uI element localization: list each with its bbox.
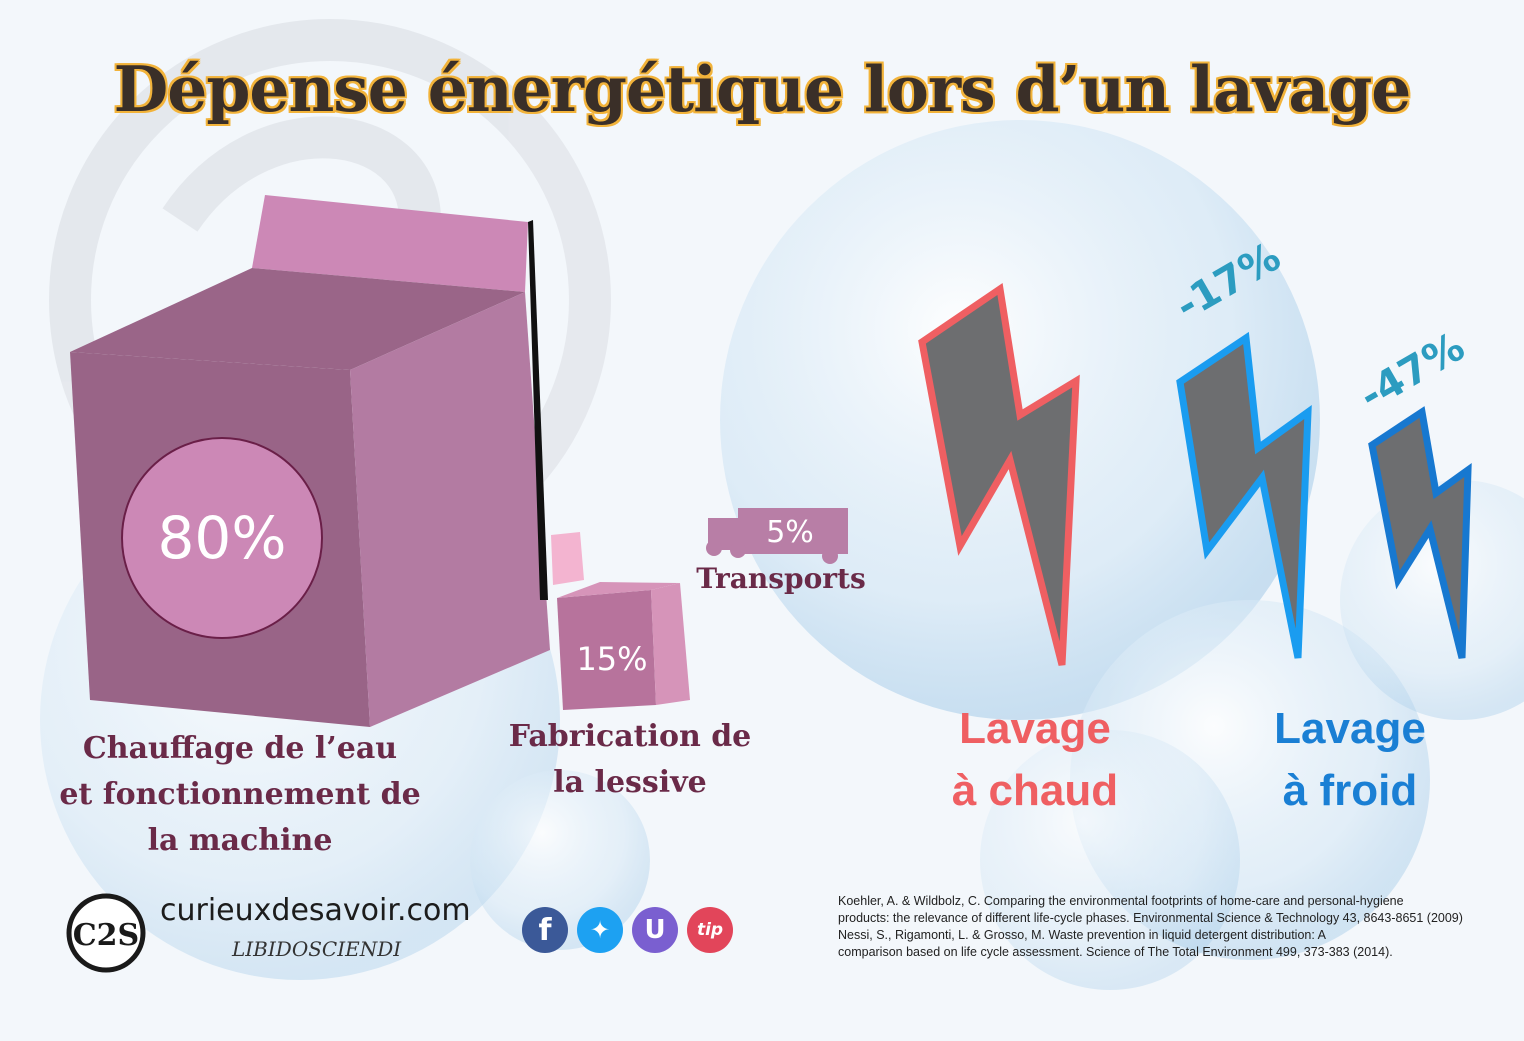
reference-line: comparison based on life cycle assessmen…: [838, 945, 1393, 959]
page-title: Dépense énergétique lors d’un lavage: [113, 52, 1412, 126]
c2s-logo: C2S: [66, 893, 146, 973]
site-tagline: LIBIDOSCIENDI: [232, 937, 402, 961]
twitter-icon[interactable]: ✦: [577, 907, 623, 953]
tipeee-icon[interactable]: tip: [687, 907, 733, 953]
lightning-cold-47-icon: [1368, 406, 1472, 659]
heating-percent: 80%: [157, 504, 287, 572]
transport-percent: 5%: [766, 515, 814, 550]
lightning-hot-icon: [918, 283, 1080, 666]
transport-caption: Transports: [696, 562, 866, 595]
heating-box: [70, 195, 550, 727]
logo-letters: C2S: [73, 918, 139, 953]
reference-line: products: the relevance of different lif…: [838, 911, 1463, 925]
detergent-caption: Fabrication de la lessive: [508, 719, 752, 800]
hot-wash-label: Lavage à chaud: [951, 704, 1119, 815]
references: Koehler, A. & Wildbolz, C. Comparing the…: [838, 893, 1518, 961]
cold-wash-label: Lavage à froid: [1274, 704, 1426, 815]
facebook-icon[interactable]: f: [522, 907, 568, 953]
reference-line: Koehler, A. & Wildbolz, C. Comparing the…: [838, 894, 1404, 908]
site-name[interactable]: curieuxdesavoir.com: [160, 893, 471, 928]
heating-caption: Chauffage de l’eau et fonctionnement de …: [59, 731, 421, 858]
transport-trucks: [706, 508, 848, 564]
heating-percent-disc: [121, 437, 323, 639]
lightning-cold-17-icon: [1176, 331, 1312, 659]
utip-icon[interactable]: U: [632, 907, 678, 953]
detergent-box: [551, 532, 690, 710]
reference-line: Nessi, S., Rigamonti, L. & Grosso, M. Wa…: [838, 928, 1326, 942]
detergent-percent: 15%: [576, 640, 648, 678]
